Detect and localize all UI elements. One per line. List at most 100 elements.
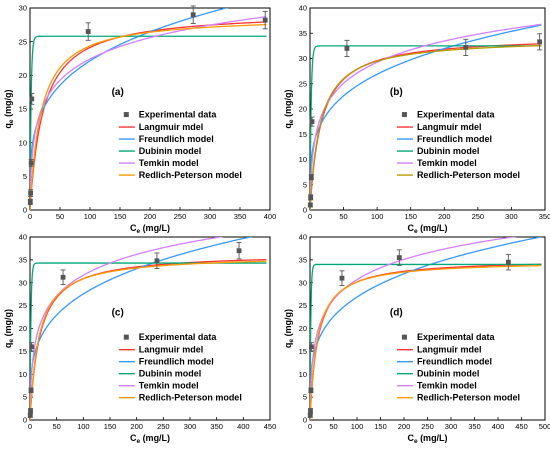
series-line-temkin-model xyxy=(310,237,518,420)
legend-label: Temkin model xyxy=(417,381,477,391)
series-line-redlich-peterson-model xyxy=(310,44,542,210)
legend: Experimental data Langmuir mdel Freundlich… xyxy=(118,332,242,403)
chart-panel-1: 0 50 100 150 200 250 300 350 400 0 5 10 15 20 25 30 Ce (… xyxy=(3,4,276,235)
x-tick-label: 450 xyxy=(515,422,528,431)
x-tick-label: 100 xyxy=(84,212,97,221)
x-tick-label: 150 xyxy=(114,212,127,221)
legend-label: Freundlich model xyxy=(139,357,214,367)
panel-label: (a) xyxy=(112,87,124,98)
series-line-dubinin-model xyxy=(310,263,542,420)
series-line-temkin-model xyxy=(310,23,542,210)
experimental-point xyxy=(154,258,160,264)
y-axis-label: qe (mg/g) xyxy=(3,89,15,128)
y-tick-label: 25 xyxy=(19,301,27,310)
y-tick-label: 10 xyxy=(299,370,307,379)
y-tick-label: 35 xyxy=(299,255,307,264)
x-tick-label: 100 xyxy=(351,422,364,431)
experimental-point xyxy=(339,275,345,281)
y-tick-label: 40 xyxy=(19,233,27,242)
x-tick-label: 250 xyxy=(472,212,485,221)
experimental-point xyxy=(190,12,196,18)
experimental-point xyxy=(396,255,402,260)
y-tick-label: 30 xyxy=(299,278,307,287)
legend-label: Freundlich model xyxy=(417,134,492,144)
legend-label: Dubinin model xyxy=(139,146,202,156)
y-tick-label: 5 xyxy=(23,172,27,181)
series-line-langmuir-mdel xyxy=(30,21,267,210)
experimental-point xyxy=(85,29,91,34)
y-tick-label: 5 xyxy=(303,393,307,402)
legend-label: Redlich-Peterson model xyxy=(139,393,242,403)
y-tick-label: 5 xyxy=(303,180,307,189)
y-tick-label: 0 xyxy=(303,206,307,215)
legend-label: Experimental data xyxy=(417,332,496,342)
x-tick-label: 150 xyxy=(374,422,387,431)
series-line-redlich-peterson-model xyxy=(30,260,267,420)
chart-panel-2: 0 50 100 150 200 250 300 350 0 5 10 15 20 25 30 35 40 Ce … xyxy=(283,4,550,235)
legend-label: Experimental data xyxy=(139,332,218,342)
x-tick-label: 300 xyxy=(445,422,458,431)
x-tick-label: 250 xyxy=(421,422,434,431)
experimental-point xyxy=(309,119,315,125)
y-tick-label: 30 xyxy=(299,54,307,63)
y-tick-label: 20 xyxy=(299,324,307,333)
y-axis-label: qe (mg/g) xyxy=(283,89,295,128)
experimental-point xyxy=(28,387,34,393)
x-tick-label: 50 xyxy=(339,212,347,221)
legend-label: Redlich-Peterson model xyxy=(417,170,520,180)
x-tick-label: 200 xyxy=(398,422,411,431)
panel-label: (c) xyxy=(112,308,124,319)
x-tick-label: 250 xyxy=(157,422,170,431)
legend-marker xyxy=(123,334,129,340)
y-tick-label: 25 xyxy=(299,79,307,88)
x-tick-label: 150 xyxy=(404,212,417,221)
y-tick-label: 15 xyxy=(299,130,307,139)
x-tick-label: 0 xyxy=(308,422,312,431)
series-line-temkin-model xyxy=(30,237,225,420)
legend-label: Temkin model xyxy=(139,381,199,391)
series-line-redlich-peterson-model xyxy=(310,264,542,420)
y-tick-label: 10 xyxy=(299,155,307,164)
x-axis-label: Ce (mg/L) xyxy=(407,433,447,445)
experimental-point xyxy=(308,174,314,180)
x-tick-label: 50 xyxy=(56,212,64,221)
legend-label: Freundlich model xyxy=(417,357,492,367)
series-line-redlich-peterson-model xyxy=(30,23,267,210)
experimental-point xyxy=(29,344,34,350)
x-tick-label: 250 xyxy=(174,212,187,221)
x-tick-label: 200 xyxy=(438,212,451,221)
x-axis-label: Ce (mg/L) xyxy=(130,433,170,445)
legend-label: Freundlich model xyxy=(139,134,214,144)
y-tick-label: 30 xyxy=(19,278,27,287)
experimental-point xyxy=(27,199,33,205)
legend-label: Redlich-Peterson model xyxy=(139,170,242,180)
experimental-point xyxy=(344,46,350,51)
y-tick-label: 0 xyxy=(23,416,27,425)
experimental-point xyxy=(308,387,314,393)
series-line-dubinin-model xyxy=(30,35,267,210)
y-tick-label: 20 xyxy=(19,324,27,333)
experimental-point xyxy=(307,413,313,418)
y-tick-label: 10 xyxy=(19,138,27,147)
legend-label: Dubinin model xyxy=(417,369,480,379)
y-tick-label: 40 xyxy=(299,233,307,242)
y-tick-label: 15 xyxy=(299,347,307,356)
experimental-point xyxy=(262,17,268,23)
y-axis-label: qe (mg/g) xyxy=(3,309,15,348)
experimental-point xyxy=(463,44,469,50)
y-tick-label: 40 xyxy=(299,4,307,13)
x-tick-label: 350 xyxy=(234,212,247,221)
x-tick-label: 350 xyxy=(210,422,223,431)
experimental-point xyxy=(28,190,33,196)
x-tick-label: 400 xyxy=(492,422,505,431)
legend-label: Experimental data xyxy=(139,110,218,120)
chart-panel-3: 0 50 100 150 200 250 300 350 400 450 0 5 10 15 20 25 30 3… xyxy=(3,233,276,445)
legend: Experimental data Langmuir mdel Freundlich… xyxy=(118,110,242,180)
y-tick-label: 15 xyxy=(19,347,27,356)
y-axis-label: qe (mg/g) xyxy=(283,309,295,348)
x-tick-label: 50 xyxy=(52,422,60,431)
legend-marker xyxy=(123,112,129,118)
legend-label: Langmuir mdel xyxy=(417,345,482,355)
x-tick-label: 100 xyxy=(371,212,384,221)
legend-label: Langmuir mdel xyxy=(417,122,482,132)
